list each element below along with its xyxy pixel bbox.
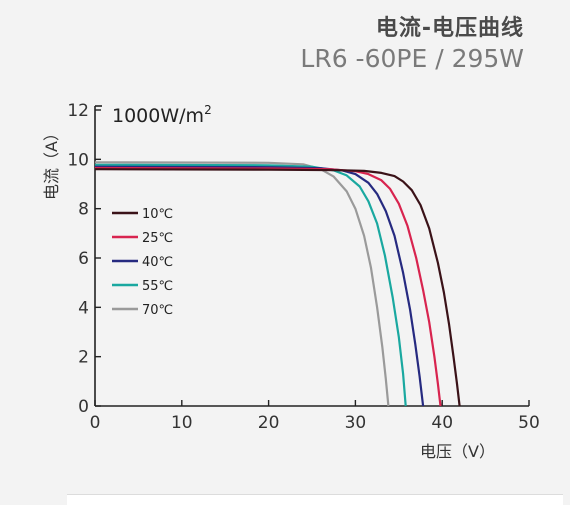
- y-tick-label: 4: [78, 298, 89, 318]
- axes: 0 10 20 30 40 50 0 2 4 6 8 10 12: [67, 101, 539, 433]
- x-tick-label: 0: [90, 413, 101, 433]
- x-axis-label: 电压（V）: [420, 442, 495, 461]
- x-tick-label: 30: [345, 413, 367, 433]
- x-tick-label: 50: [518, 413, 540, 433]
- y-tick-label: 12: [67, 101, 89, 121]
- chart-subtitle: LR6 -60PE / 295W: [300, 44, 524, 73]
- x-tick-label: 20: [258, 413, 280, 433]
- x-tick-label: 40: [431, 413, 453, 433]
- legend: 10℃ 25℃ 40℃ 55℃ 70℃: [112, 207, 173, 318]
- y-tick-label: 2: [78, 348, 89, 368]
- chart-title: 电流-电压曲线: [375, 16, 524, 41]
- y-tick-label: 10: [67, 150, 89, 170]
- legend-label: 40℃: [142, 255, 173, 270]
- y-tick-label: 0: [78, 397, 89, 417]
- x-tick-label: 10: [171, 413, 193, 433]
- series-line-70℃: [94, 161, 390, 407]
- bottom-panel-edge: [67, 494, 563, 505]
- legend-label: 25℃: [142, 231, 173, 246]
- series-line-10℃: [94, 168, 461, 407]
- legend-label: 10℃: [142, 207, 173, 222]
- y-tick-label: 8: [78, 200, 89, 220]
- irradiance-annotation: 1000W/m2: [112, 103, 212, 127]
- legend-label: 70℃: [142, 303, 173, 318]
- y-tick-label: 6: [78, 249, 89, 269]
- series-line-55℃: [94, 163, 407, 407]
- curves: [94, 161, 461, 407]
- y-axis-label: 电流（A）: [42, 125, 61, 200]
- legend-label: 55℃: [142, 279, 173, 294]
